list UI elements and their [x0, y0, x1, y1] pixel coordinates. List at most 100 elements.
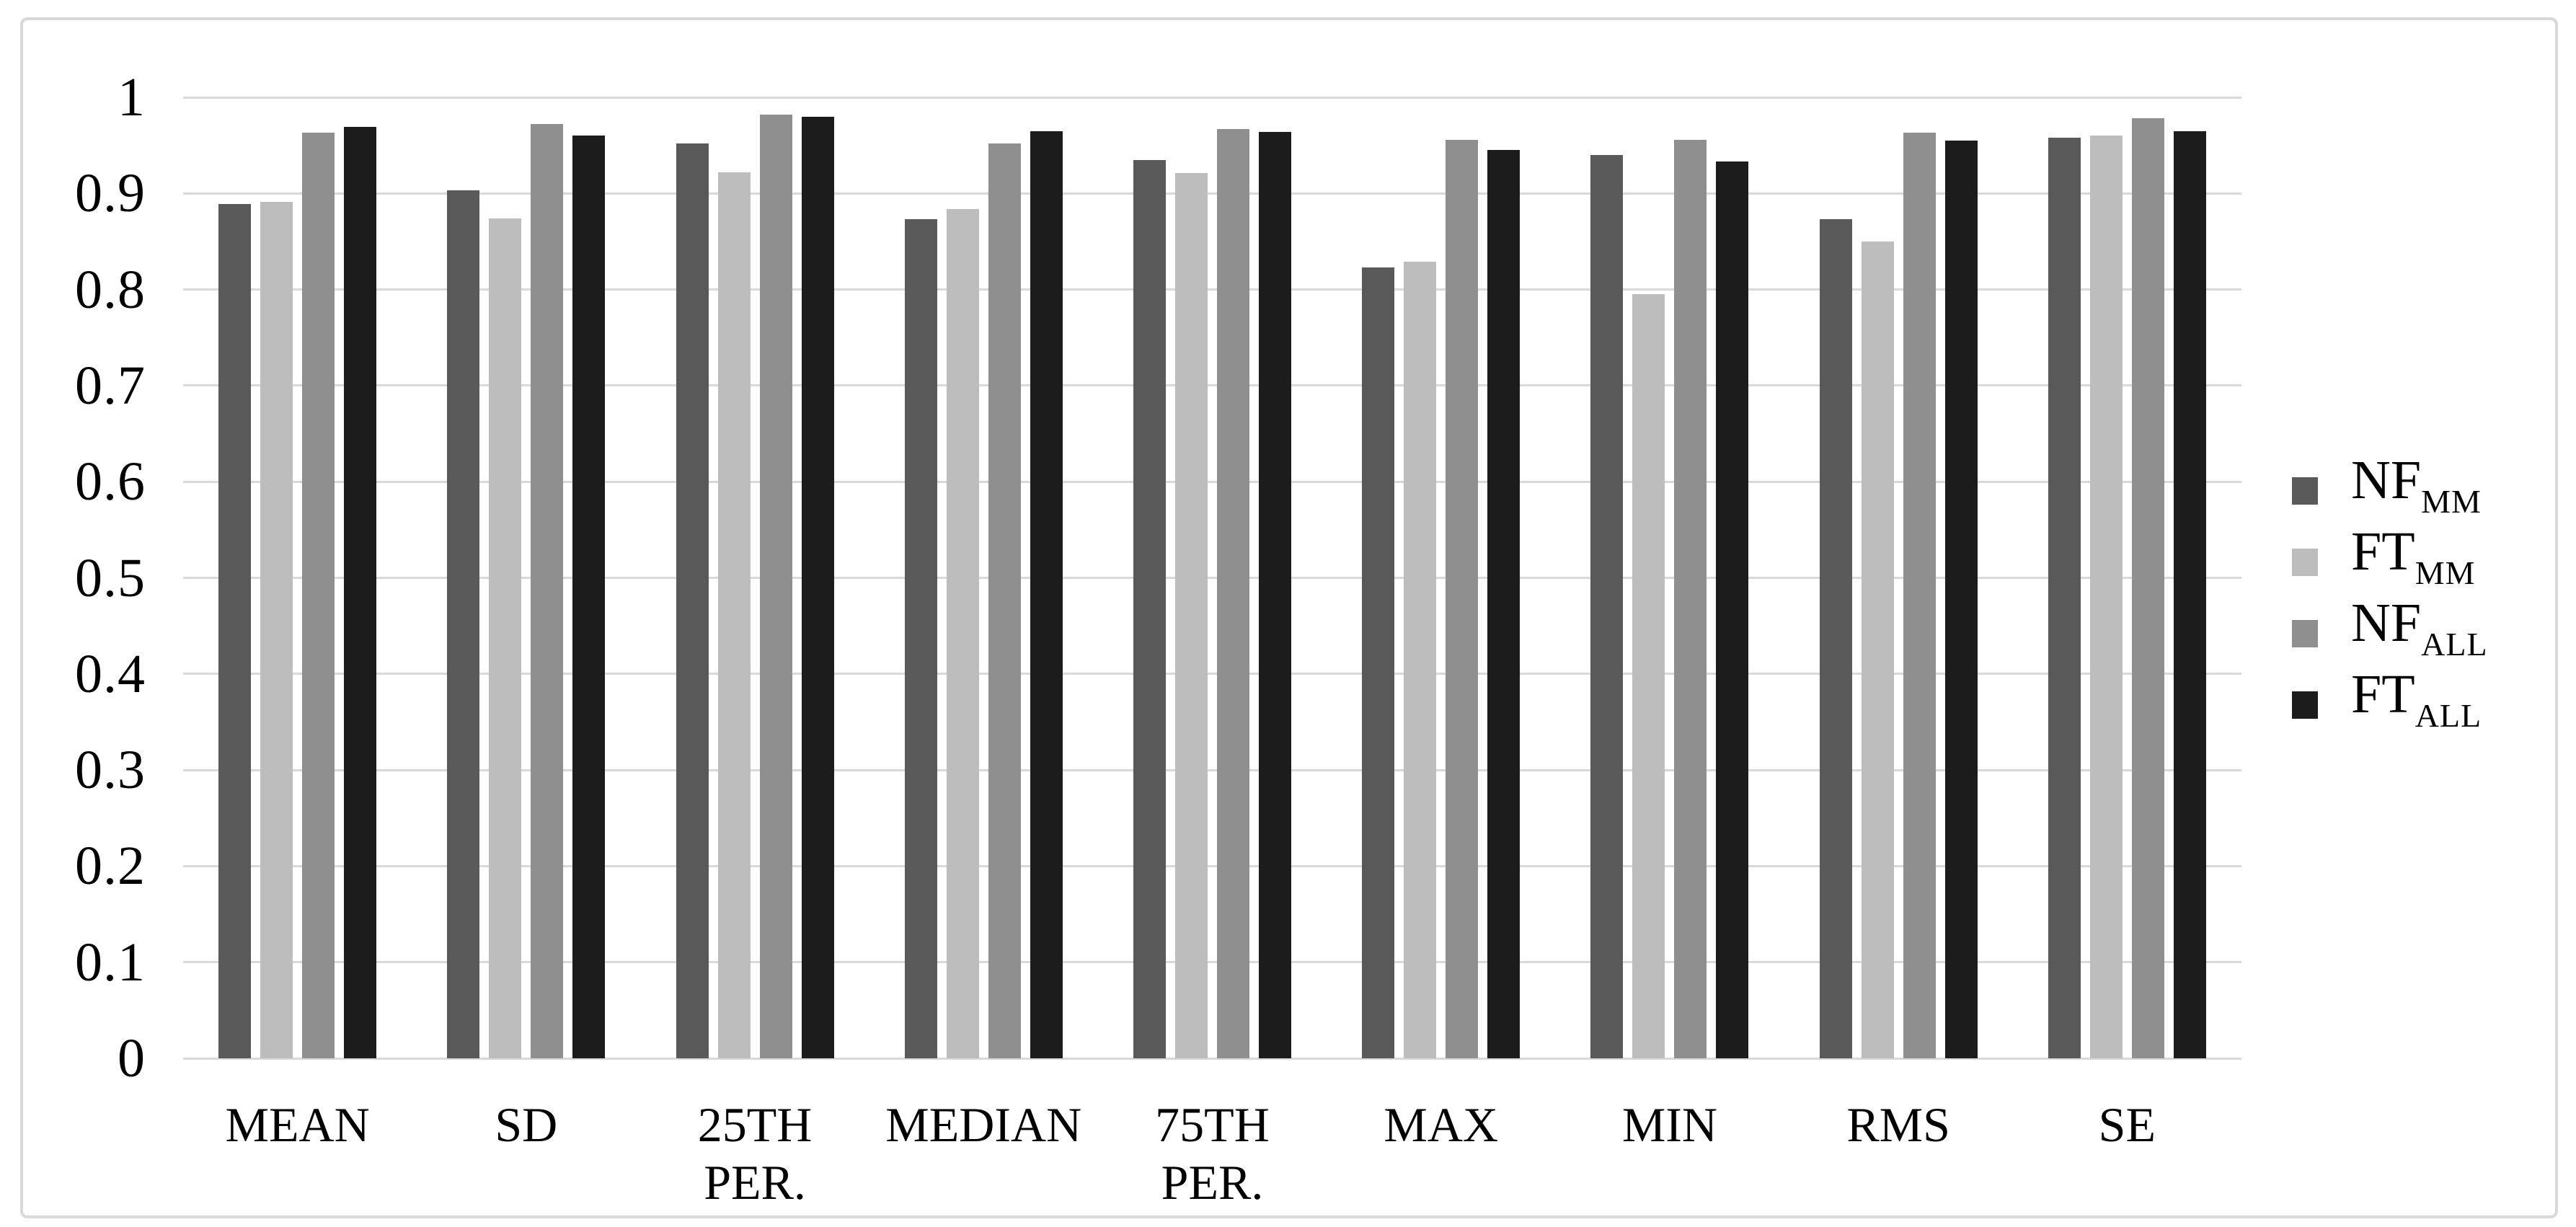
legend-label: NFMM — [2351, 453, 2482, 529]
y-axis-tick-label: 0.2 — [75, 836, 146, 897]
gridline — [183, 192, 2241, 195]
legend-item-nf-all: NFALL — [2292, 595, 2488, 672]
bar-ft-all — [572, 136, 606, 1058]
gridline — [183, 577, 2241, 579]
plot-area — [183, 96, 2241, 1060]
x-axis-category-label: MAX — [1384, 1097, 1499, 1152]
bar-nf-all — [1216, 129, 1249, 1058]
y-axis-tick-label: 0.3 — [75, 740, 146, 801]
bar-group-sd — [412, 97, 640, 1058]
bar-ft-mm — [260, 202, 293, 1058]
bar-nf-all — [988, 143, 1021, 1058]
gridline — [183, 673, 2241, 675]
legend-swatch-icon — [2292, 619, 2318, 647]
bar-nf-mm — [447, 190, 480, 1058]
bar-ft-all — [2173, 130, 2206, 1058]
y-axis-tick-label: 0.4 — [75, 643, 146, 704]
y-axis-tick-label: 0.7 — [75, 355, 146, 416]
bar-ft-mm — [1632, 294, 1665, 1058]
bar-nf-mm — [1819, 219, 1852, 1058]
bar-nf-all — [1674, 139, 1707, 1058]
bar-ft-all — [344, 127, 377, 1058]
bar-nf-all — [2131, 118, 2164, 1058]
legend-item-ft-all: FTALL — [2292, 667, 2488, 743]
bar-ft-mm — [1174, 173, 1208, 1058]
x-axis-category-label: 25TH PER. — [697, 1097, 813, 1210]
legend-label: FTALL — [2351, 667, 2482, 743]
y-axis-tick-label: 1 — [118, 67, 146, 128]
legend-series-name: FT — [2351, 663, 2415, 725]
legend-label: FTMM — [2351, 524, 2476, 601]
bar-nf-mm — [904, 219, 937, 1058]
x-axis-category-label: SD — [495, 1097, 558, 1152]
gridline — [183, 961, 2241, 964]
bar-ft-mm — [946, 208, 979, 1058]
bar-nf-mm — [1133, 159, 1166, 1058]
gridline — [183, 384, 2241, 387]
bar-nf-mm — [2048, 138, 2081, 1058]
bar-nf-all — [1446, 139, 1479, 1058]
bar-ft-all — [1258, 132, 1291, 1058]
legend-swatch-icon — [2292, 691, 2318, 719]
gridline — [183, 288, 2241, 291]
legend-swatch-icon — [2292, 548, 2318, 576]
gridline — [183, 864, 2241, 867]
bar-nf-all — [1903, 133, 1936, 1058]
bar-nf-all — [302, 133, 335, 1058]
chart-frame: 1 0.9 0.8 0.7 0.6 0.5 0.4 0.3 0.2 0.1 0 MEAN SD 25TH… — [20, 17, 2558, 1218]
legend-series-subscript: ALL — [2415, 696, 2482, 734]
legend-series-name: FT — [2351, 521, 2415, 582]
bar-ft-all — [1944, 141, 1978, 1058]
bar-nf-mm — [676, 143, 709, 1058]
y-axis-tick-label: 0.8 — [75, 259, 146, 320]
bar-group-median — [869, 97, 1098, 1058]
bar-nf-mm — [218, 203, 252, 1058]
bar-ft-all — [1487, 150, 1521, 1058]
y-axis-tick-labels: 1 0.9 0.8 0.7 0.6 0.5 0.4 0.3 0.2 0.1 0 — [43, 70, 146, 1086]
bar-ft-all — [1716, 161, 1749, 1058]
legend-swatch-icon — [2292, 477, 2318, 505]
x-axis-category-label: 75TH PER. — [1155, 1097, 1270, 1210]
bar-group-rms — [1784, 97, 2013, 1058]
y-axis-tick-label: 0.9 — [75, 163, 146, 224]
gridline — [183, 480, 2241, 483]
x-axis-category-label: SE — [2098, 1097, 2156, 1152]
legend-item-ft-mm: FTMM — [2292, 524, 2488, 601]
legend: NFMM FTMM NFALL FTALL — [2292, 453, 2488, 743]
legend-series-subscript: ALL — [2421, 625, 2488, 663]
bar-group-max — [1327, 97, 1555, 1058]
bar-group-75thper — [1098, 97, 1327, 1058]
x-axis-category-labels: MEAN SD 25TH PER. MEDIAN 75TH PER. MAX MIN RMS S… — [183, 1096, 2241, 1211]
legend-label: NFALL — [2351, 595, 2488, 672]
bars-layer — [183, 97, 2241, 1058]
bar-ft-mm — [489, 218, 522, 1058]
bar-nf-all — [531, 124, 564, 1058]
y-axis-tick-label: 0.1 — [75, 931, 146, 993]
bar-group-25thper — [640, 97, 869, 1058]
legend-series-name: NF — [2351, 592, 2422, 653]
bar-nf-all — [759, 115, 792, 1058]
bar-group-min — [1555, 97, 1784, 1058]
y-axis-tick-label: 0 — [118, 1028, 146, 1089]
legend-item-nf-mm: NFMM — [2292, 453, 2488, 529]
bar-nf-mm — [1362, 267, 1395, 1058]
legend-series-name: NF — [2351, 449, 2422, 510]
bar-ft-all — [1030, 130, 1063, 1058]
bar-nf-mm — [1590, 154, 1624, 1058]
x-axis-category-label: MEDIAN — [885, 1097, 1082, 1152]
bar-ft-mm — [1861, 241, 1894, 1058]
bar-ft-all — [801, 116, 834, 1058]
x-axis-category-label: MIN — [1621, 1097, 1718, 1152]
bar-group-se — [2013, 97, 2241, 1058]
gridline — [183, 1057, 2241, 1060]
y-axis-tick-label: 0.5 — [75, 547, 146, 608]
x-axis-category-label: RMS — [1846, 1097, 1950, 1152]
y-axis-tick-label: 0.6 — [75, 451, 146, 513]
bar-ft-mm — [2089, 136, 2123, 1058]
bar-group-mean — [183, 97, 412, 1058]
legend-series-subscript: MM — [2421, 482, 2482, 520]
legend-series-subscript: MM — [2415, 554, 2476, 591]
x-axis-category-label: MEAN — [225, 1097, 370, 1152]
gridline — [183, 768, 2241, 771]
